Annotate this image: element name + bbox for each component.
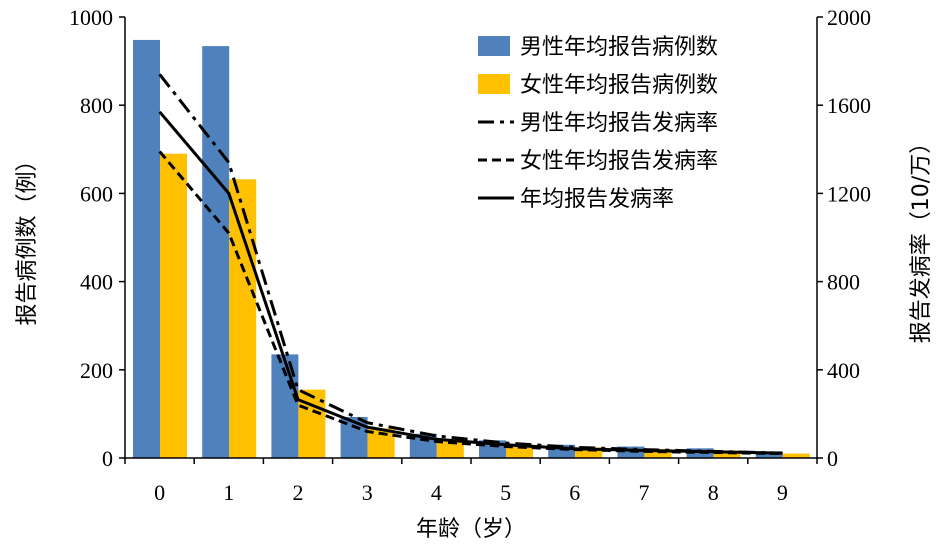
legend-swatch-bar	[478, 36, 510, 56]
y-left-tick-label: 200	[80, 358, 113, 383]
y-right-tick-label: 400	[827, 358, 860, 383]
bar-female-7	[644, 449, 672, 458]
x-tick-label: 2	[293, 480, 304, 505]
line-series-solid	[158, 110, 783, 455]
y-left-tick-label: 0	[102, 446, 113, 471]
x-tick-label: 4	[431, 480, 442, 505]
x-tick-label: 9	[777, 480, 788, 505]
legend-label: 年均报告发病率	[520, 187, 674, 212]
lines-layer	[158, 73, 783, 456]
x-tick-label: 5	[500, 480, 511, 505]
legend-label: 女性年均报告病例数	[520, 73, 718, 98]
y-left-tick-label: 800	[80, 93, 113, 118]
y-right-tick-label: 1200	[827, 181, 871, 206]
y-right-tick-label: 1600	[827, 93, 871, 118]
x-tick-label: 0	[154, 480, 165, 505]
y-right-tick-label: 2000	[827, 5, 871, 30]
x-tick-label: 7	[639, 480, 650, 505]
x-tick-label: 6	[569, 480, 580, 505]
y-axis-left-title: 报告病例数（例）	[15, 149, 40, 325]
x-axis-title: 年龄（岁）	[416, 517, 526, 542]
x-tick-label: 8	[708, 480, 719, 505]
y-left-tick-label: 600	[80, 181, 113, 206]
ticks-layer: 0 200 400 600 800 1000 0 400 800 1200 1600 2000 0 1 2 3…	[69, 5, 871, 505]
bar-female-6	[575, 447, 603, 458]
bar-female-4	[436, 439, 464, 458]
legend: 男性年均报告病例数女性年均报告病例数男性年均报告发病率女性年均报告发病率年均报告…	[478, 35, 718, 212]
x-tick-label: 1	[223, 480, 234, 505]
bar-female-9	[782, 453, 810, 458]
bars-layer	[133, 39, 810, 459]
y-right-tick-label: 800	[827, 270, 860, 295]
legend-swatch-bar	[478, 74, 510, 94]
y-right-tick-label: 0	[827, 446, 838, 471]
bar-female-1	[229, 179, 257, 458]
y-left-tick-label: 1000	[69, 5, 113, 30]
axis-titles: 年龄（岁） 报告病例数（例） 报告发病率（10/万）	[15, 132, 934, 542]
bar-male-9	[755, 451, 783, 458]
legend-label: 男性年均报告发病率	[520, 111, 718, 136]
bar-female-0	[160, 153, 187, 458]
x-tick-label: 3	[362, 480, 373, 505]
legend-label: 男性年均报告病例数	[520, 35, 718, 60]
y-axis-right-title: 报告发病率（10/万）	[909, 132, 934, 343]
bar-male-1	[202, 46, 230, 459]
y-left-tick-label: 400	[80, 270, 113, 295]
bar-female-8	[713, 450, 741, 458]
bar-male-0	[133, 39, 160, 458]
legend-label: 女性年均报告发病率	[520, 149, 718, 174]
axes-layer	[119, 16, 823, 464]
